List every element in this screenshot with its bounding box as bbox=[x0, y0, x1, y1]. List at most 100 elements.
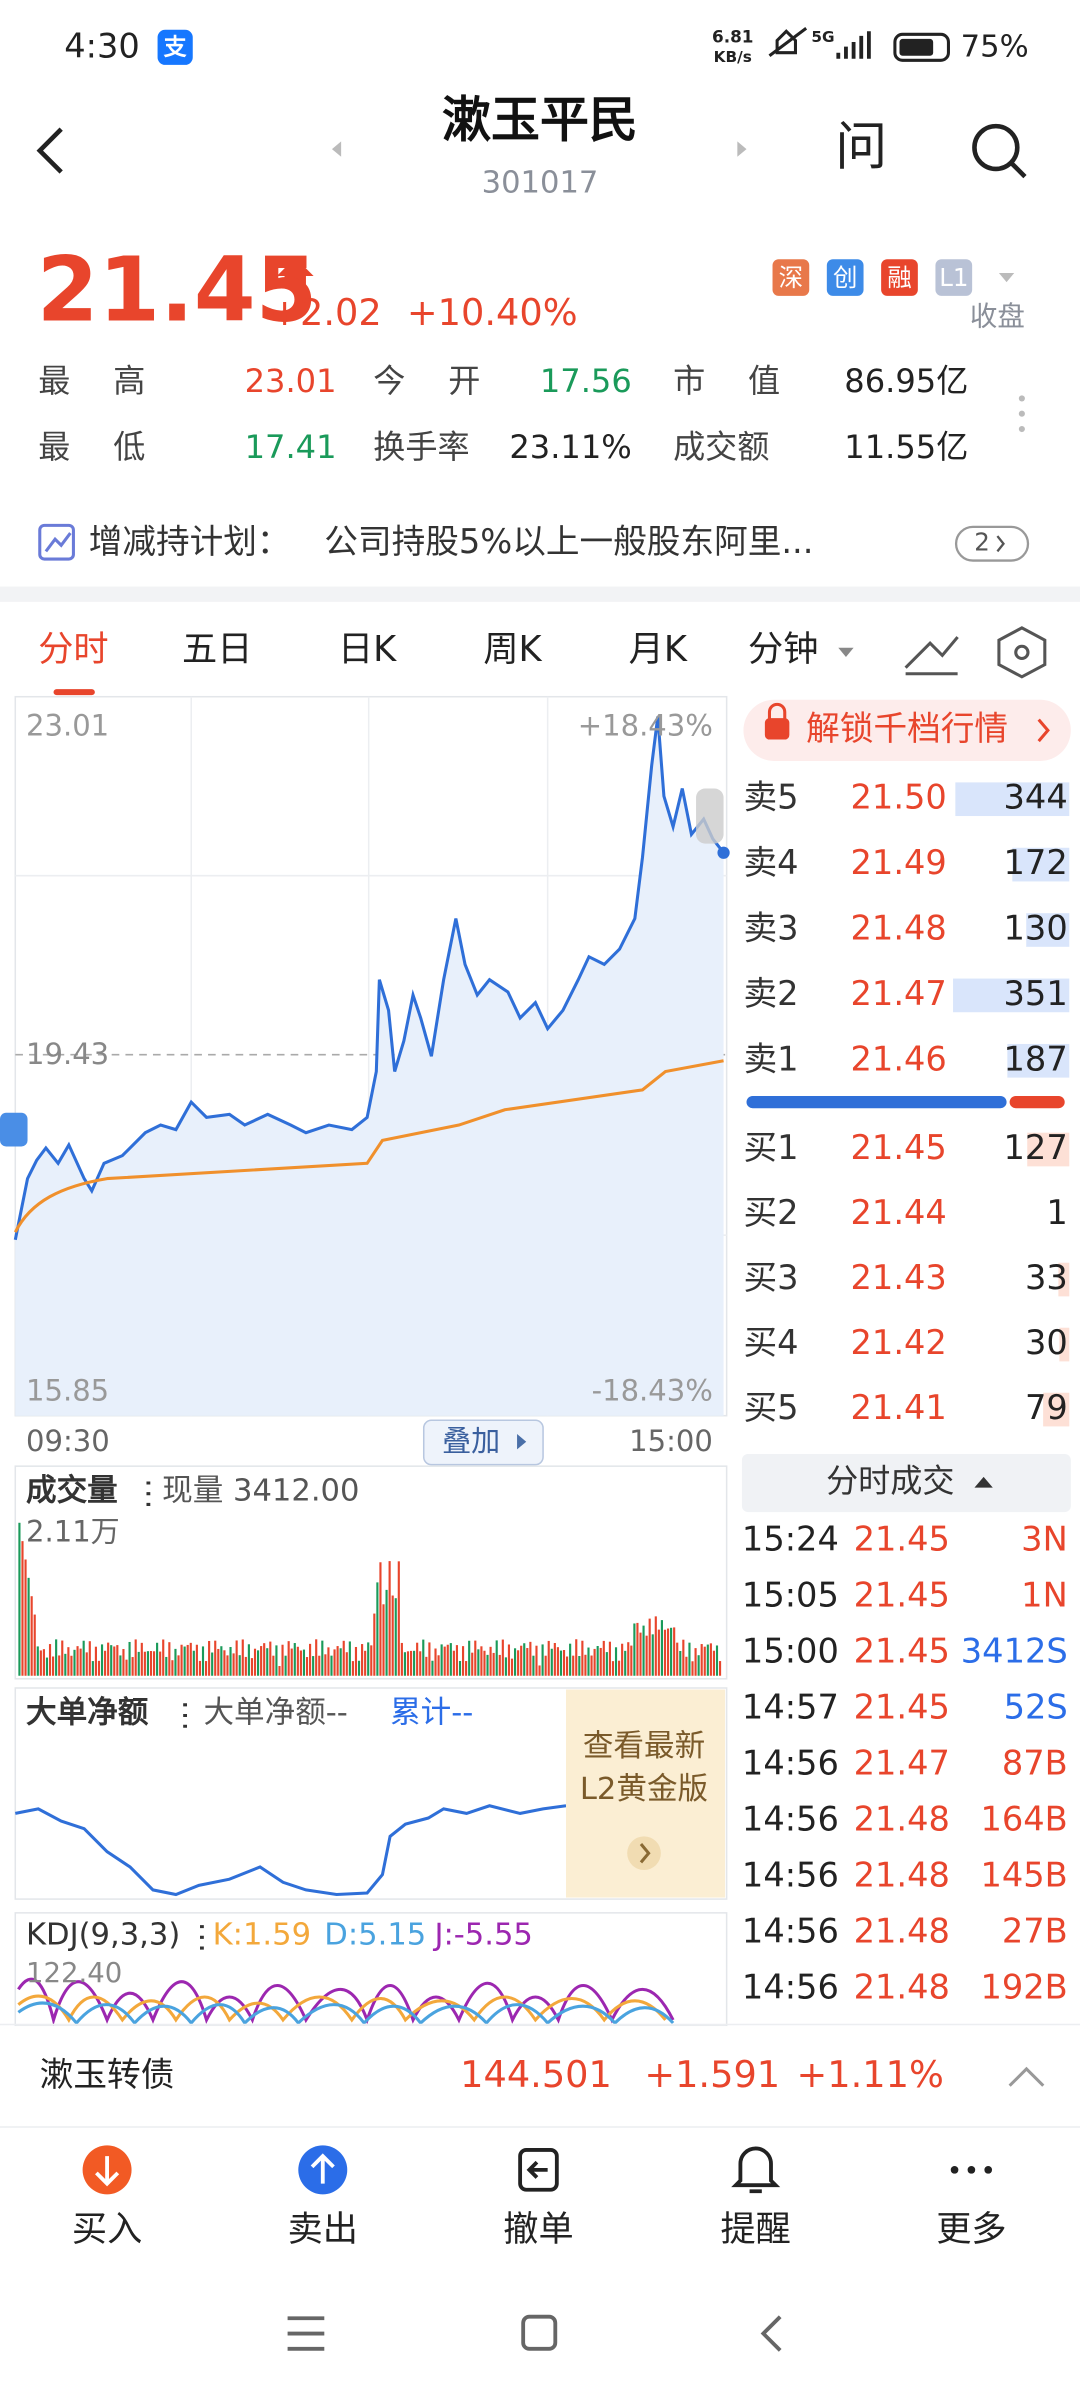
volume-bar bbox=[21, 1541, 24, 1676]
alert-icon[interactable] bbox=[731, 2146, 781, 2194]
trade-volume: 145B bbox=[980, 1856, 1067, 1895]
kdj-k: K:1.59 bbox=[213, 1917, 311, 1952]
stat-value: 86.95亿 bbox=[844, 362, 968, 400]
nav-label[interactable]: 提醒 bbox=[721, 2209, 791, 2250]
book-volume: 351 bbox=[1004, 974, 1068, 1013]
trade-price: 21.48 bbox=[854, 1912, 950, 1951]
volume-bar bbox=[566, 1656, 569, 1676]
volume-bar bbox=[214, 1640, 217, 1676]
big-order-cumulative: 累计-- bbox=[390, 1695, 473, 1730]
stat-value: 23.11% bbox=[509, 428, 631, 466]
volume-bar bbox=[700, 1644, 703, 1676]
bond-bar[interactable] bbox=[0, 2026, 1080, 2128]
kdj-panel bbox=[14, 1912, 728, 2027]
notice-text: 公司持股5%以上一般股东阿里... bbox=[324, 522, 813, 561]
draw-tool-icon[interactable] bbox=[904, 636, 959, 676]
notice-badge-arrow bbox=[996, 535, 1005, 553]
nav-label[interactable]: 买入 bbox=[72, 2209, 142, 2250]
volume-bar bbox=[330, 1655, 333, 1676]
next-stock[interactable] bbox=[737, 141, 747, 157]
volume-bar bbox=[309, 1643, 312, 1676]
app-badge-bg bbox=[157, 29, 193, 65]
volume-bar bbox=[413, 1650, 416, 1676]
volume-bar bbox=[321, 1640, 324, 1676]
volume-bar bbox=[260, 1646, 263, 1676]
more-icon[interactable] bbox=[950, 2166, 993, 2174]
volume-bar bbox=[357, 1660, 361, 1676]
volume-bar bbox=[293, 1643, 296, 1676]
prev-stock[interactable] bbox=[331, 141, 342, 157]
settings-icon[interactable] bbox=[997, 626, 1047, 679]
minute-dropdown[interactable] bbox=[838, 647, 854, 657]
panel-frame bbox=[14, 1465, 728, 1680]
trades-header[interactable] bbox=[741, 1453, 1071, 1513]
volume-bar bbox=[137, 1651, 140, 1676]
volume-bar bbox=[238, 1655, 241, 1676]
volume-bar bbox=[143, 1651, 146, 1676]
tab[interactable]: 分钟 bbox=[748, 629, 818, 670]
tab[interactable]: 周K bbox=[483, 629, 542, 670]
volume-bar bbox=[275, 1645, 278, 1676]
volume-bar bbox=[364, 1650, 367, 1676]
volume-bar bbox=[593, 1648, 596, 1676]
book-price: 21.49 bbox=[851, 843, 947, 882]
volume-bar bbox=[113, 1646, 116, 1676]
lock-icon bbox=[764, 718, 790, 740]
volume-bar bbox=[544, 1655, 547, 1676]
nav-label[interactable]: 更多 bbox=[936, 2209, 1006, 2250]
volume-bar bbox=[305, 1657, 309, 1676]
volume-bar bbox=[348, 1641, 351, 1676]
kdj-j-line bbox=[17, 1977, 675, 2026]
tab[interactable]: 分时 bbox=[38, 629, 108, 670]
tab[interactable]: 月K bbox=[629, 629, 688, 670]
volume-bar bbox=[507, 1644, 511, 1676]
tab[interactable]: 五日 bbox=[182, 629, 252, 670]
ask-button[interactable]: 问 bbox=[835, 118, 887, 178]
dot bbox=[1018, 395, 1025, 402]
volume-bar bbox=[572, 1655, 575, 1676]
unlock-button[interactable] bbox=[743, 699, 1071, 761]
volume-bar bbox=[431, 1660, 434, 1676]
nav-label[interactable]: 撤单 bbox=[503, 2209, 573, 2250]
section-divider bbox=[0, 586, 1080, 602]
promo-arrow bbox=[639, 1843, 651, 1864]
volume-bar bbox=[204, 1661, 208, 1676]
collapse-handle[interactable] bbox=[696, 788, 724, 844]
search-icon-handle bbox=[1009, 161, 1027, 179]
search-button[interactable] bbox=[972, 123, 1027, 179]
nav-label[interactable]: 卖出 bbox=[288, 2209, 358, 2250]
sys-home[interactable] bbox=[521, 2314, 558, 2351]
volume-bar bbox=[409, 1650, 413, 1676]
volume-bar bbox=[474, 1640, 477, 1676]
back-button[interactable] bbox=[36, 127, 63, 174]
volume-bar bbox=[590, 1655, 593, 1676]
tab[interactable]: 日K bbox=[338, 629, 397, 670]
volume-bar bbox=[367, 1642, 370, 1676]
book-label: 买3 bbox=[743, 1258, 798, 1297]
volume-bar bbox=[376, 1582, 379, 1676]
volume-bar bbox=[627, 1642, 630, 1676]
volume-bar bbox=[461, 1646, 465, 1676]
volume-bar bbox=[278, 1666, 281, 1676]
volume-bar bbox=[52, 1656, 55, 1676]
volume-bar bbox=[1058, 1262, 1070, 1297]
trade-time: 14:56 bbox=[742, 1744, 839, 1783]
pct-low-label: -18.43% bbox=[592, 1374, 713, 1408]
volume-bar bbox=[162, 1639, 165, 1676]
cancel-icon[interactable] bbox=[518, 2148, 559, 2192]
volume-bar bbox=[171, 1660, 174, 1676]
sys-menu[interactable] bbox=[287, 2316, 325, 2351]
dot bbox=[950, 2166, 959, 2174]
bond-expand[interactable] bbox=[1008, 2066, 1045, 2087]
sys-back[interactable] bbox=[760, 2315, 782, 2352]
volume-bar bbox=[1012, 847, 1070, 882]
volume-bar bbox=[676, 1642, 679, 1676]
volume-bar bbox=[1007, 1043, 1070, 1078]
stat-label: 换手率 bbox=[373, 428, 469, 466]
volume-bar bbox=[208, 1640, 211, 1676]
volume-bar bbox=[559, 1650, 563, 1676]
overlay-button[interactable] bbox=[422, 1419, 544, 1466]
volume-bar bbox=[241, 1639, 244, 1676]
net-speed: 6.81 bbox=[712, 26, 753, 46]
volume-bar bbox=[709, 1643, 712, 1676]
